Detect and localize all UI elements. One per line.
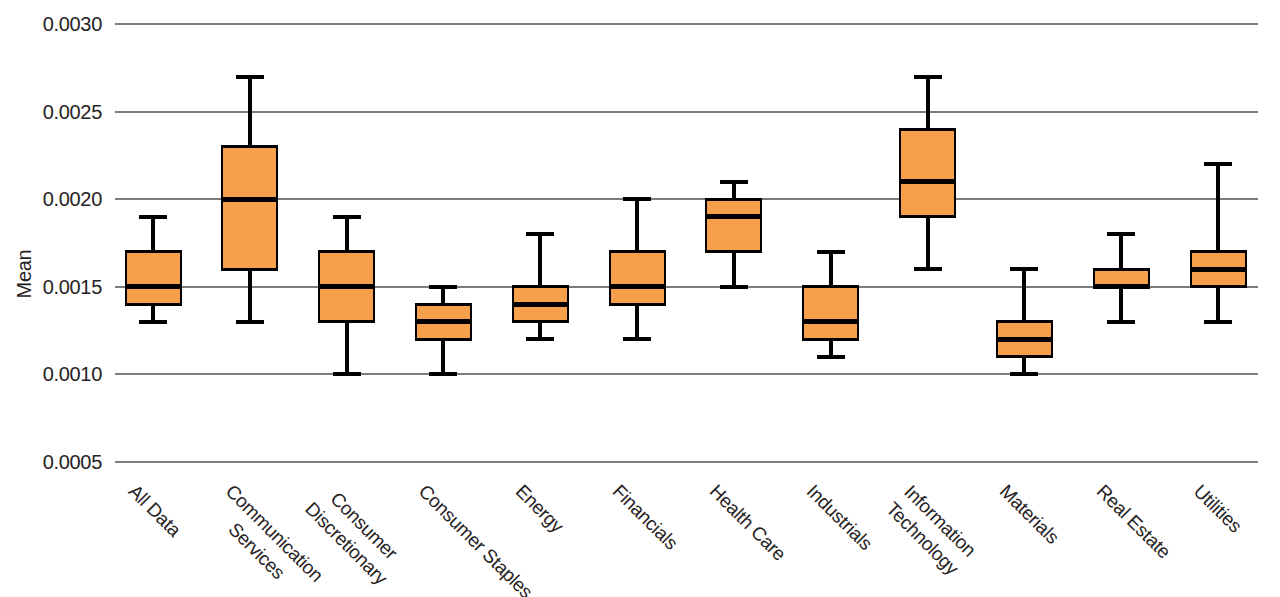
grid-line: [115, 286, 1258, 288]
whisker-cap-bottom: [429, 372, 457, 376]
median-line: [125, 284, 182, 289]
whisker-stem-bottom: [926, 217, 930, 270]
whisker-stem-top: [926, 77, 930, 130]
whisker-stem-top: [635, 199, 639, 252]
median-line: [609, 284, 666, 289]
x-tick-label-text: Energy: [511, 479, 570, 538]
grid-line: [115, 23, 1258, 25]
median-line: [415, 319, 472, 324]
x-tick-label-text: Communication Services: [202, 479, 328, 597]
whisker-stem-top: [151, 217, 155, 252]
whisker-cap-top: [139, 215, 167, 219]
whisker-stem-top: [345, 217, 349, 252]
whisker-cap-top: [914, 75, 942, 79]
x-tick-label-text: Information Technology: [880, 479, 981, 580]
whisker-cap-bottom: [1010, 372, 1038, 376]
whisker-cap-bottom: [236, 320, 264, 324]
x-tick-label-text: Financials: [607, 479, 683, 555]
median-line: [221, 197, 278, 202]
y-tick-label: 0.0010: [0, 362, 102, 386]
box: [125, 250, 182, 306]
whisker-cap-top: [1107, 232, 1135, 236]
x-tick-label-text: Real Estate: [1091, 479, 1176, 564]
whisker-stem-bottom: [732, 252, 736, 287]
median-line: [1190, 267, 1247, 272]
whisker-stem-bottom: [345, 322, 349, 375]
whisker-stem-bottom: [635, 304, 639, 339]
whisker-stem-top: [1216, 164, 1220, 252]
whisker-cap-top: [623, 197, 651, 201]
x-tick-label-text: All Data: [123, 479, 186, 542]
box: [609, 250, 666, 306]
x-tick-label-text: Health Care: [704, 479, 791, 566]
whisker-stem-bottom: [248, 269, 252, 322]
whisker-cap-bottom: [720, 285, 748, 289]
y-tick-label: 0.0030: [0, 12, 102, 36]
median-line: [996, 337, 1053, 342]
grid-line: [115, 373, 1258, 375]
whisker-stem-bottom: [441, 339, 445, 374]
box: [899, 128, 956, 219]
whisker-cap-bottom: [1204, 320, 1232, 324]
y-tick-label: 0.0015: [0, 275, 102, 299]
whisker-cap-bottom: [1107, 320, 1135, 324]
box: [705, 198, 762, 254]
whisker-cap-top: [526, 232, 554, 236]
y-tick-label: 0.0005: [0, 450, 102, 474]
whisker-cap-top: [1204, 162, 1232, 166]
whisker-stem-top: [441, 287, 445, 305]
y-tick-label: 0.0025: [0, 100, 102, 124]
whisker-cap-bottom: [914, 267, 942, 271]
median-line: [318, 284, 375, 289]
grid-line: [115, 198, 1258, 200]
boxplot-chart: Mean 0.00300.00250.00200.00150.00100.000…: [0, 0, 1280, 597]
median-line: [705, 214, 762, 219]
grid-line: [115, 111, 1258, 113]
whisker-cap-top: [429, 285, 457, 289]
y-tick-label: 0.0020: [0, 187, 102, 211]
median-line: [512, 302, 569, 307]
whisker-stem-top: [1022, 269, 1026, 322]
median-line: [802, 319, 859, 324]
whisker-cap-top: [236, 75, 264, 79]
whisker-stem-top: [248, 77, 252, 147]
whisker-cap-bottom: [526, 337, 554, 341]
whisker-cap-top: [1010, 267, 1038, 271]
whisker-stem-top: [829, 252, 833, 287]
whisker-stem-bottom: [1216, 287, 1220, 322]
x-tick-label-text: Industrials: [801, 479, 878, 556]
whisker-cap-bottom: [333, 372, 361, 376]
box: [221, 145, 278, 271]
whisker-cap-bottom: [817, 355, 845, 359]
whisker-cap-top: [720, 180, 748, 184]
whisker-stem-top: [732, 182, 736, 200]
median-line: [1093, 284, 1150, 289]
box: [802, 285, 859, 341]
whisker-cap-bottom: [623, 337, 651, 341]
whisker-cap-top: [333, 215, 361, 219]
median-line: [899, 179, 956, 184]
whisker-cap-bottom: [139, 320, 167, 324]
whisker-stem-top: [1119, 234, 1123, 269]
whisker-cap-top: [817, 250, 845, 254]
x-tick-label-text: Utilities: [1188, 479, 1247, 538]
whisker-stem-bottom: [1119, 287, 1123, 322]
x-tick-label-text: Materials: [995, 479, 1065, 549]
grid-line: [115, 461, 1258, 463]
whisker-stem-top: [538, 234, 542, 287]
